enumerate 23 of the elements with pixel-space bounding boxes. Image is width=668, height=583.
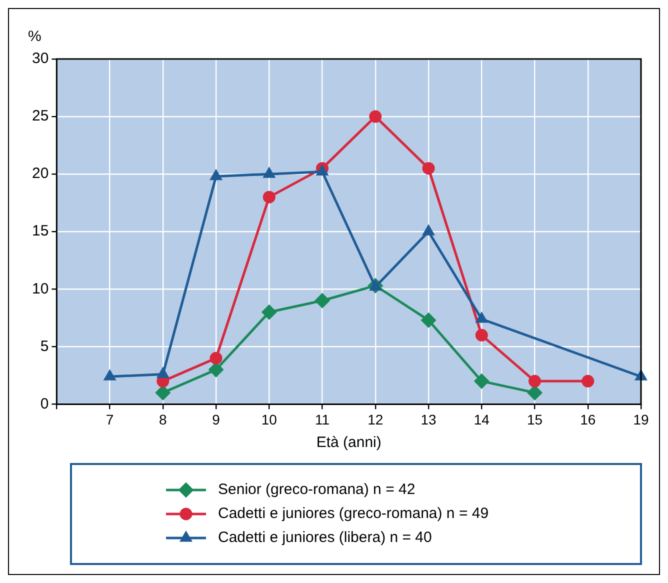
- x-tick-label: 9: [212, 411, 220, 428]
- x-tick-label: 14: [474, 411, 490, 428]
- legend-label: Senior (greco-romana) n = 42: [218, 481, 416, 498]
- x-tick-label: 10: [261, 411, 278, 428]
- y-tick-label: 30: [32, 50, 49, 68]
- y-tick-label: 0: [40, 395, 49, 412]
- x-tick-label: 19: [633, 411, 649, 428]
- x-tick-label: 7: [106, 411, 114, 428]
- x-tick-label: 8: [159, 411, 168, 428]
- x-tick-label: 15: [526, 411, 543, 428]
- y-tick-label: 10: [32, 280, 49, 298]
- legend-label: Cadetti e juniores (greco-romana) n = 49: [218, 505, 489, 522]
- y-tick-label: 5: [40, 338, 49, 355]
- legend-label: Cadetti e juniores (libera) n = 40: [218, 529, 432, 546]
- y-tick-label: 25: [32, 108, 49, 125]
- x-tick-label: 13: [420, 411, 437, 428]
- y-tick-label: 20: [32, 165, 49, 182]
- y-tick-label: 15: [32, 222, 49, 240]
- x-tick-label: 16: [580, 411, 596, 428]
- x-tick-label: 12: [368, 411, 384, 428]
- y-axis-title: %: [28, 28, 42, 45]
- x-tick-label: 11: [315, 411, 330, 428]
- x-axis-title: Età (anni): [316, 434, 382, 452]
